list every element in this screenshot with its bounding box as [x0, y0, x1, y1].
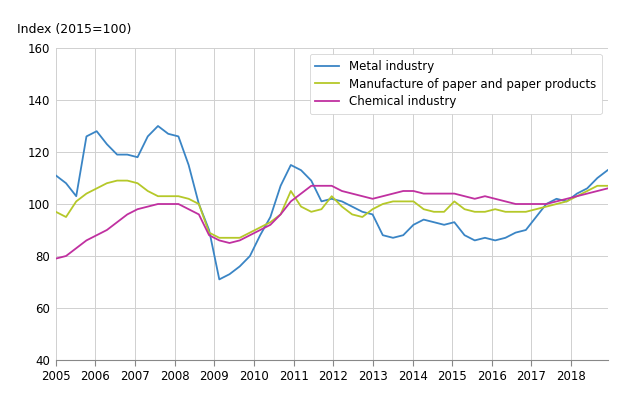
Chemical industry — [308, 183, 315, 188]
Manufacture of paper and paper products — [195, 202, 203, 206]
Chemical industry — [113, 220, 121, 224]
Manufacture of paper and paper products — [52, 210, 60, 214]
Metal industry — [113, 152, 121, 157]
Legend: Metal industry, Manufacture of paper and paper products, Chemical industry: Metal industry, Manufacture of paper and… — [309, 54, 601, 114]
Manufacture of paper and paper products — [113, 178, 121, 183]
Manufacture of paper and paper products — [164, 194, 172, 198]
Line: Chemical industry: Chemical industry — [56, 186, 608, 258]
Chemical industry — [594, 189, 601, 194]
Manufacture of paper and paper products — [216, 235, 223, 240]
Metal industry — [216, 277, 223, 282]
Metal industry — [594, 176, 601, 180]
Manufacture of paper and paper products — [604, 183, 611, 188]
Chemical industry — [185, 207, 192, 212]
Chemical industry — [604, 186, 611, 191]
Metal industry — [164, 131, 172, 136]
Manufacture of paper and paper products — [123, 178, 131, 183]
Manufacture of paper and paper products — [277, 212, 285, 217]
Manufacture of paper and paper products — [594, 183, 601, 188]
Chemical industry — [154, 202, 162, 206]
Metal industry — [563, 199, 570, 204]
Chemical industry — [553, 199, 560, 204]
Line: Metal industry: Metal industry — [56, 126, 608, 279]
Metal industry — [604, 168, 611, 173]
Chemical industry — [257, 228, 264, 232]
Line: Manufacture of paper and paper products: Manufacture of paper and paper products — [56, 180, 608, 238]
Chemical industry — [52, 256, 60, 261]
Manufacture of paper and paper products — [563, 199, 570, 204]
Metal industry — [52, 173, 60, 178]
Metal industry — [195, 202, 203, 206]
Text: Index (2015=100): Index (2015=100) — [17, 22, 131, 36]
Metal industry — [277, 183, 285, 188]
Metal industry — [154, 124, 162, 128]
